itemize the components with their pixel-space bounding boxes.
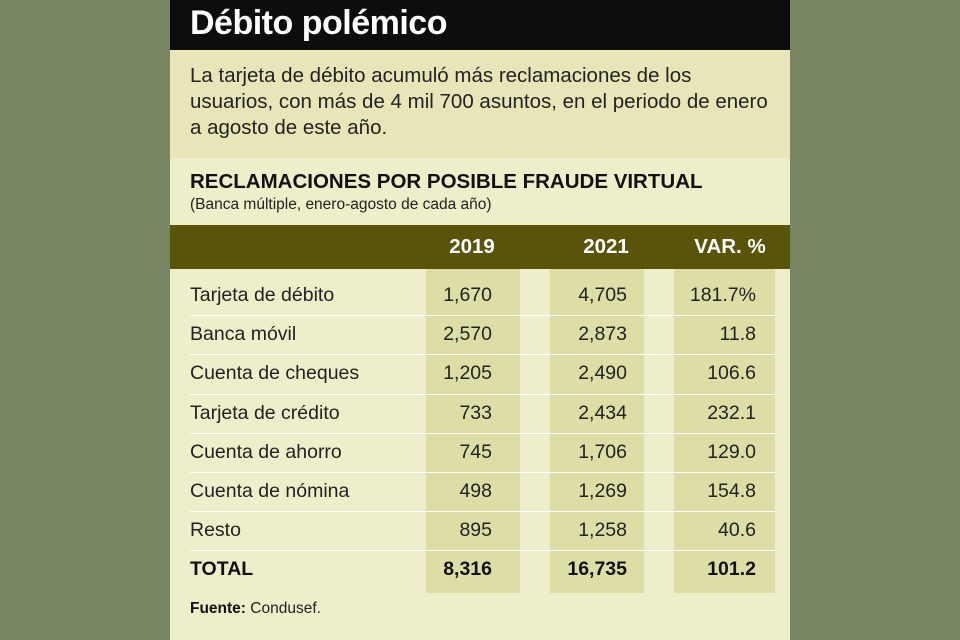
row-v2021-value: 4,705 xyxy=(578,284,627,306)
row-v2021-value: 2,434 xyxy=(578,401,627,424)
row-label: Tarjeta de crédito xyxy=(190,401,340,424)
row-divider xyxy=(190,550,775,551)
title-bar: Débito polémico xyxy=(170,0,790,50)
infographic-card: Débito polémico La tarjeta de débito acu… xyxy=(170,0,790,640)
row-label: Resto xyxy=(190,519,241,542)
row-v2021-value: 2,490 xyxy=(578,362,627,385)
row-v2019-value: 895 xyxy=(459,519,492,542)
source-label: Fuente: xyxy=(190,600,246,617)
table-title: RECLAMACIONES POR POSIBLE FRAUDE VIRTUAL xyxy=(190,170,703,193)
row-v2019-value: 1,670 xyxy=(443,284,492,306)
row-divider xyxy=(190,315,775,316)
row-label: Tarjeta de débito xyxy=(190,284,335,306)
row-v2021-value: 1,269 xyxy=(578,480,627,502)
table-subtitle: (Banca múltiple, enero-agosto de cada añ… xyxy=(190,196,492,213)
row-var-value: 11.8 xyxy=(719,323,756,346)
table-header-bar xyxy=(170,225,790,269)
row-v2021-value: 2,873 xyxy=(578,323,627,346)
page-title: Débito polémico xyxy=(190,4,447,42)
source-value: Condusef. xyxy=(250,600,321,617)
row-var-value: 129.0 xyxy=(707,440,756,463)
row-label: Cuenta de cheques xyxy=(190,362,360,385)
row-divider xyxy=(190,511,775,512)
row-divider xyxy=(190,433,775,434)
source-note: Fuente: Condusef. xyxy=(190,600,321,618)
column-band-var xyxy=(674,269,775,593)
intro-box: La tarjeta de débito acumuló más reclama… xyxy=(170,50,790,158)
row-divider xyxy=(190,394,775,395)
row-v2019-value: 733 xyxy=(459,401,492,424)
row-var-value: 106.6 xyxy=(707,362,756,385)
row-divider xyxy=(190,472,775,473)
intro-text: La tarjeta de débito acumuló más reclama… xyxy=(190,64,768,139)
row-v2019-value: 1,205 xyxy=(443,362,492,385)
row-v2019-value: 745 xyxy=(459,440,492,463)
total-v2019-value: 8,316 xyxy=(443,558,492,581)
row-v2019-value: 498 xyxy=(459,480,492,502)
total-label: TOTAL xyxy=(190,558,254,581)
total-v2021-value: 16,735 xyxy=(567,558,627,581)
column-header-var: VAR. % xyxy=(694,235,766,258)
column-header-2021: 2021 xyxy=(583,235,629,258)
column-band-2019 xyxy=(426,269,520,593)
row-var-value: 181.7% xyxy=(689,284,756,306)
row-label: Banca móvil xyxy=(190,323,297,346)
row-var-value: 154.8 xyxy=(707,480,756,502)
row-v2021-value: 1,706 xyxy=(578,440,627,463)
column-header-2019: 2019 xyxy=(449,235,495,258)
row-v2019-value: 2,570 xyxy=(443,323,492,346)
row-v2021-value: 1,258 xyxy=(578,519,627,542)
total-var-value: 101.2 xyxy=(707,558,756,581)
row-label: Cuenta de nómina xyxy=(190,480,350,502)
row-var-value: 232.1 xyxy=(707,401,756,424)
row-label: Cuenta de ahorro xyxy=(190,440,342,463)
column-band-2021 xyxy=(550,269,644,593)
row-divider xyxy=(190,354,775,355)
row-var-value: 40.6 xyxy=(718,519,756,542)
